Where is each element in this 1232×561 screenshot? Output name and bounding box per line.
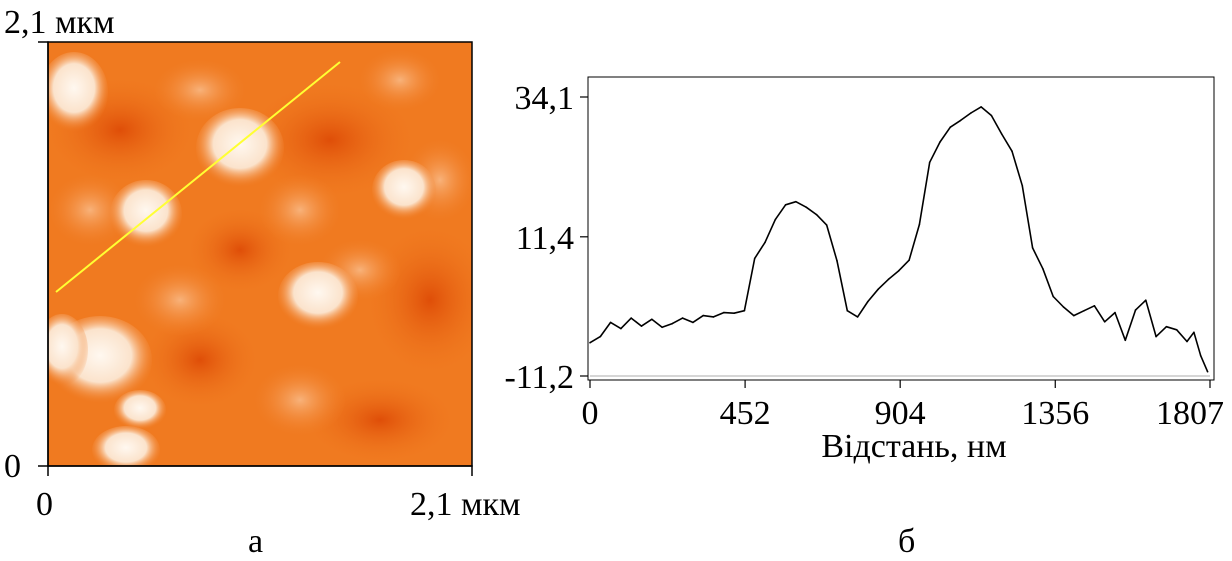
afm-frame-left-axis xyxy=(38,41,49,467)
profile-point xyxy=(815,213,818,216)
afm-frame-bottom-axis xyxy=(47,465,473,476)
profile-point xyxy=(1134,309,1137,311)
profile-point xyxy=(1145,299,1147,302)
profile-point xyxy=(898,269,900,272)
profile-point xyxy=(1199,354,1202,357)
profile-point xyxy=(640,325,643,327)
profile-point xyxy=(970,112,972,114)
plot-area-frame xyxy=(587,76,1215,381)
profile-point xyxy=(805,206,807,208)
profile-point xyxy=(630,317,632,319)
profile-point xyxy=(723,311,725,314)
profile-point xyxy=(1000,133,1003,135)
profile-point xyxy=(980,106,982,108)
profile-point xyxy=(1193,331,1195,334)
profile-point xyxy=(733,312,735,315)
y-tick-label: -11,2 xyxy=(504,359,574,396)
profile-point xyxy=(1186,340,1188,343)
profile-points xyxy=(589,106,1209,373)
x-tick-label: 452 xyxy=(720,395,771,432)
profile-point xyxy=(609,321,612,324)
profile-point xyxy=(1021,184,1024,187)
profile-point xyxy=(939,141,941,143)
afm-mid-grains xyxy=(50,50,472,435)
profile-point xyxy=(887,278,890,281)
profile-point xyxy=(1155,335,1157,338)
profile-point xyxy=(949,126,952,128)
x-tick-label: 1807 xyxy=(1156,395,1224,432)
y-tick-label: 34,1 xyxy=(515,80,575,117)
profile-point xyxy=(1103,321,1106,323)
profile-point xyxy=(671,322,674,325)
profile-point xyxy=(620,327,622,330)
profile-point xyxy=(681,317,684,319)
y-tick-label: 11,4 xyxy=(516,220,574,257)
x-ticks: 0 452 904 1356 1807 xyxy=(582,380,1224,432)
afm-y-top-label: 2,1 мкм xyxy=(4,4,115,41)
profile-point xyxy=(661,326,663,329)
profile-point xyxy=(589,341,591,344)
profile-point xyxy=(1124,339,1127,342)
profile-point xyxy=(743,309,746,312)
profile-line xyxy=(589,106,1209,373)
profile-point xyxy=(1093,305,1096,307)
profile-point xyxy=(774,218,777,221)
profile-point xyxy=(1052,295,1054,298)
profile-point xyxy=(1073,314,1075,317)
profile-point xyxy=(712,316,715,318)
afm-bright-grains xyxy=(48,52,436,466)
profile-point xyxy=(918,223,921,226)
panel-b-caption: б xyxy=(898,523,915,560)
profile-point xyxy=(1114,311,1116,314)
profile-point xyxy=(764,241,766,244)
profile-point xyxy=(651,318,653,321)
afm-y-bottom-label: 0 xyxy=(4,448,21,485)
panel-a-caption: а xyxy=(248,523,263,560)
profile-point xyxy=(795,200,797,203)
profile-point xyxy=(753,257,756,260)
profile-point xyxy=(908,259,910,262)
profile-point xyxy=(990,114,993,117)
profile-point xyxy=(825,224,828,226)
profile-point xyxy=(1042,268,1044,270)
afm-topography-image xyxy=(48,42,472,466)
profile-point xyxy=(877,288,879,291)
afm-x-right-label: 2,1 мкм xyxy=(410,486,521,523)
afm-panel: 2,1 мкм 0 0 2,1 мкм а xyxy=(4,4,521,560)
x-tick-label: 1356 xyxy=(1021,395,1089,432)
profile-point xyxy=(1165,325,1168,328)
profile-point xyxy=(846,309,849,312)
afm-scan-line xyxy=(55,61,341,293)
profile-point xyxy=(959,119,962,122)
profile-chart: 34,1 11,4 -11,2 0 452 904 1356 1807 Відстань, … xyxy=(504,76,1224,560)
profile-point xyxy=(1206,370,1209,373)
profile-point xyxy=(1011,150,1013,152)
profile-point xyxy=(702,314,704,317)
profile-point xyxy=(867,300,869,303)
x-tick-label: 0 xyxy=(582,395,599,432)
profile-point xyxy=(692,321,694,324)
profile-point xyxy=(1083,309,1085,312)
x-tick-label: 904 xyxy=(875,395,926,432)
profile-point xyxy=(928,161,931,164)
profile-point xyxy=(1031,247,1034,249)
profile-point xyxy=(784,204,787,206)
profile-point xyxy=(836,260,838,262)
profile-point xyxy=(1175,329,1178,331)
profile-point xyxy=(856,316,859,318)
y-ticks: 34,1 11,4 -11,2 xyxy=(504,80,588,396)
afm-frame xyxy=(47,41,473,467)
profile-point xyxy=(599,335,602,338)
afm-x-left-label: 0 xyxy=(36,486,53,523)
x-axis-title: Відстань, нм xyxy=(821,428,1006,465)
profile-point xyxy=(1062,306,1065,308)
